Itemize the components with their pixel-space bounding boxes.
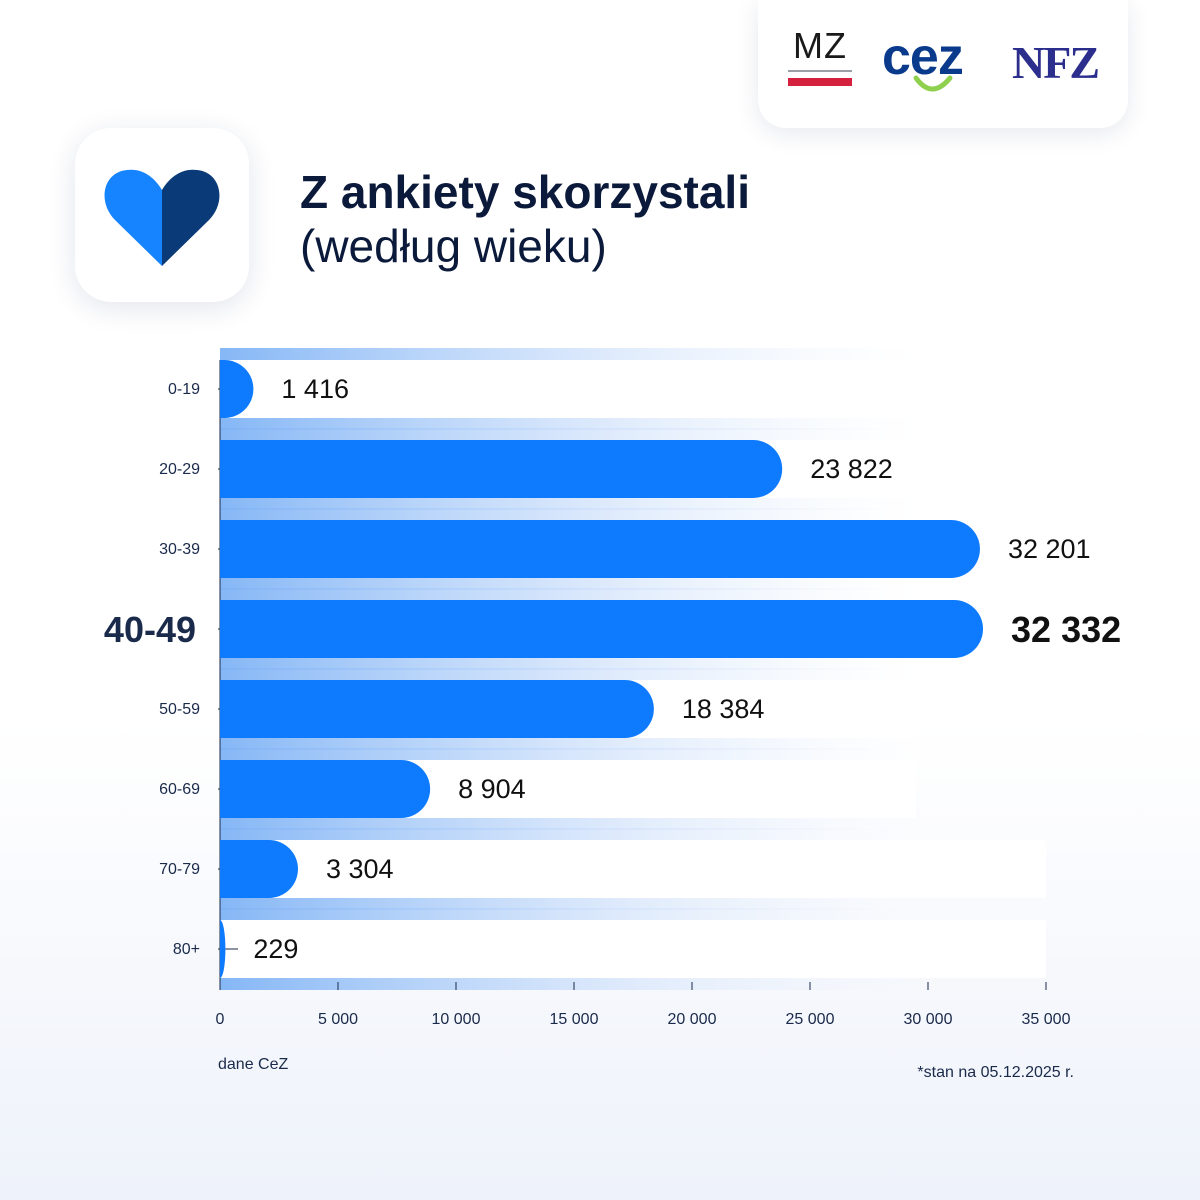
category-label: 50-59 <box>159 701 200 718</box>
bar-0-19 <box>220 360 254 418</box>
heading: Z ankiety skorzystali (według wieku) <box>300 166 750 274</box>
category-label: 40-49 <box>104 609 196 650</box>
bars <box>220 360 984 978</box>
category-label: 70-79 <box>159 861 200 878</box>
mz-logo-grey-line <box>788 70 852 72</box>
x-tick-label: 0 <box>216 1011 225 1028</box>
category-label: 0-19 <box>168 381 200 398</box>
value-label: 229 <box>253 934 298 964</box>
row-card <box>220 840 1046 898</box>
mz-logo-red-line <box>788 78 852 86</box>
x-tick-label: 10 000 <box>432 1011 481 1028</box>
bar-50-59 <box>220 680 654 738</box>
x-tick-labels: 0 5 000 10 000 15 000 20 000 25 000 30 000 35 0… <box>216 1011 1071 1028</box>
nfz-logo: NFZ <box>1012 37 1100 88</box>
bar-70-79 <box>220 840 298 898</box>
age-bar-chart: 0-19 20-29 30-39 40-49 50-59 60-69 70-79 80+ 1 … <box>104 348 1121 1028</box>
source-note: dane CeZ <box>218 1056 289 1073</box>
x-tick-label: 15 000 <box>550 1011 599 1028</box>
cez-logo: cez <box>882 26 982 96</box>
value-label: 32 332 <box>1011 609 1121 650</box>
x-tick-label: 35 000 <box>1022 1011 1071 1028</box>
category-labels: 0-19 20-29 30-39 40-49 50-59 60-69 70-79 80+ <box>104 381 200 958</box>
value-label: 3 304 <box>326 854 394 884</box>
value-label: 18 384 <box>682 694 765 724</box>
category-label: 20-29 <box>159 461 200 478</box>
category-label: 80+ <box>173 941 200 958</box>
mz-logo: MZ <box>788 28 852 86</box>
bar-40-49 <box>220 600 984 658</box>
page-title: Z ankiety skorzystali <box>300 166 750 218</box>
category-label: 60-69 <box>159 781 200 798</box>
value-label: 32 201 <box>1008 534 1091 564</box>
row-card <box>220 360 916 418</box>
x-tick-label: 5 000 <box>318 1011 358 1028</box>
x-tick-label: 25 000 <box>786 1011 835 1028</box>
bar-30-39 <box>220 520 980 578</box>
value-label: 8 904 <box>458 774 526 804</box>
app-icon-card <box>75 128 249 302</box>
category-label: 30-39 <box>159 541 200 558</box>
mz-logo-text: MZ <box>793 25 847 66</box>
page-subtitle: (według wieku) <box>300 220 607 272</box>
value-label: 1 416 <box>281 374 349 404</box>
bar-80+ <box>220 920 226 978</box>
partner-logos-card <box>758 0 1128 128</box>
x-tick-label: 30 000 <box>904 1011 953 1028</box>
row-card <box>220 920 1046 978</box>
cez-logo-swoosh <box>913 75 953 92</box>
x-tick-label: 20 000 <box>668 1011 717 1028</box>
bar-60-69 <box>220 760 431 818</box>
value-labels: 1 416 23 822 32 201 32 332 18 384 8 904 3 304 2… <box>253 374 1121 964</box>
bar-20-29 <box>220 440 783 498</box>
heart-icon <box>104 169 220 266</box>
value-label: 23 822 <box>810 454 893 484</box>
as-of-note: *stan na 05.12.2025 r. <box>917 1064 1074 1081</box>
